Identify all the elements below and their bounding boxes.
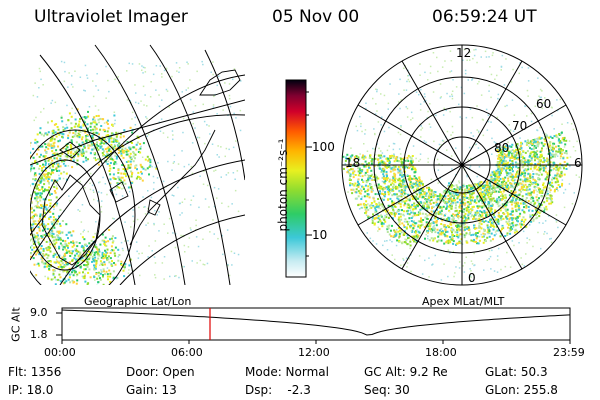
- info-seq: Seq: 30: [364, 383, 410, 397]
- mlat-label-70: 70: [512, 119, 528, 133]
- colorbar: [285, 79, 312, 278]
- instrument-title: Ultraviolet Imager: [34, 7, 188, 27]
- colorbar-tick-100: 100: [312, 140, 335, 154]
- x-tick-0000: 00:00: [44, 346, 76, 359]
- x-tick-1800: 18:00: [425, 346, 457, 359]
- colorbar-tick-10: 10: [312, 228, 328, 242]
- y-tick-9-0: 9.0: [30, 306, 48, 319]
- geographic-panel-title: Geographic Lat/Lon: [84, 295, 192, 308]
- mlat-label-60: 60: [536, 97, 552, 111]
- info-gain: Gain: 13: [126, 383, 177, 397]
- mlt-label-18: 18: [345, 156, 361, 170]
- apex-panel-title: Apex MLat/MLT: [422, 295, 505, 308]
- mlt-label-0: 0: [468, 271, 476, 285]
- info-gc-alt: GC Alt: 9.2 Re: [364, 365, 448, 379]
- gc-alt-axis-label: GC Alt: [9, 307, 23, 342]
- y-tick-1-8: 1.8: [30, 328, 48, 341]
- info-glat: GLat: 50.3: [485, 365, 548, 379]
- mlat-label-80: 80: [494, 141, 510, 155]
- mlt-label-12: 12: [456, 46, 472, 60]
- gc-altitude-curve: [61, 309, 571, 336]
- geographic-image: [30, 44, 245, 285]
- info-glon: GLon: 255.8: [485, 383, 558, 397]
- x-ticks: [61, 340, 571, 344]
- coastlines: [41, 69, 241, 266]
- x-tick-1200: 12:00: [298, 346, 330, 359]
- colorbar-unit-label: photon cm⁻²s⁻¹: [276, 138, 290, 232]
- timeline-plot: [56, 307, 571, 344]
- info-mode: Mode: Normal: [245, 365, 329, 379]
- observation-time: 06:59:24 UT: [432, 7, 537, 27]
- info-flight: Flt: 1356: [8, 365, 62, 379]
- info-ip: IP: 18.0: [8, 383, 54, 397]
- polar-aurora-emission: [342, 48, 580, 283]
- polar-image: [341, 44, 583, 286]
- info-dsp: Dsp: -2.3: [245, 383, 311, 397]
- observation-date: 05 Nov 00: [272, 7, 360, 27]
- mlt-label-6: 6: [574, 156, 582, 170]
- x-tick-0600: 06:00: [171, 346, 203, 359]
- x-tick-2359: 23:59: [553, 346, 585, 359]
- info-door: Door: Open: [126, 365, 195, 379]
- polar-grid: [341, 44, 583, 286]
